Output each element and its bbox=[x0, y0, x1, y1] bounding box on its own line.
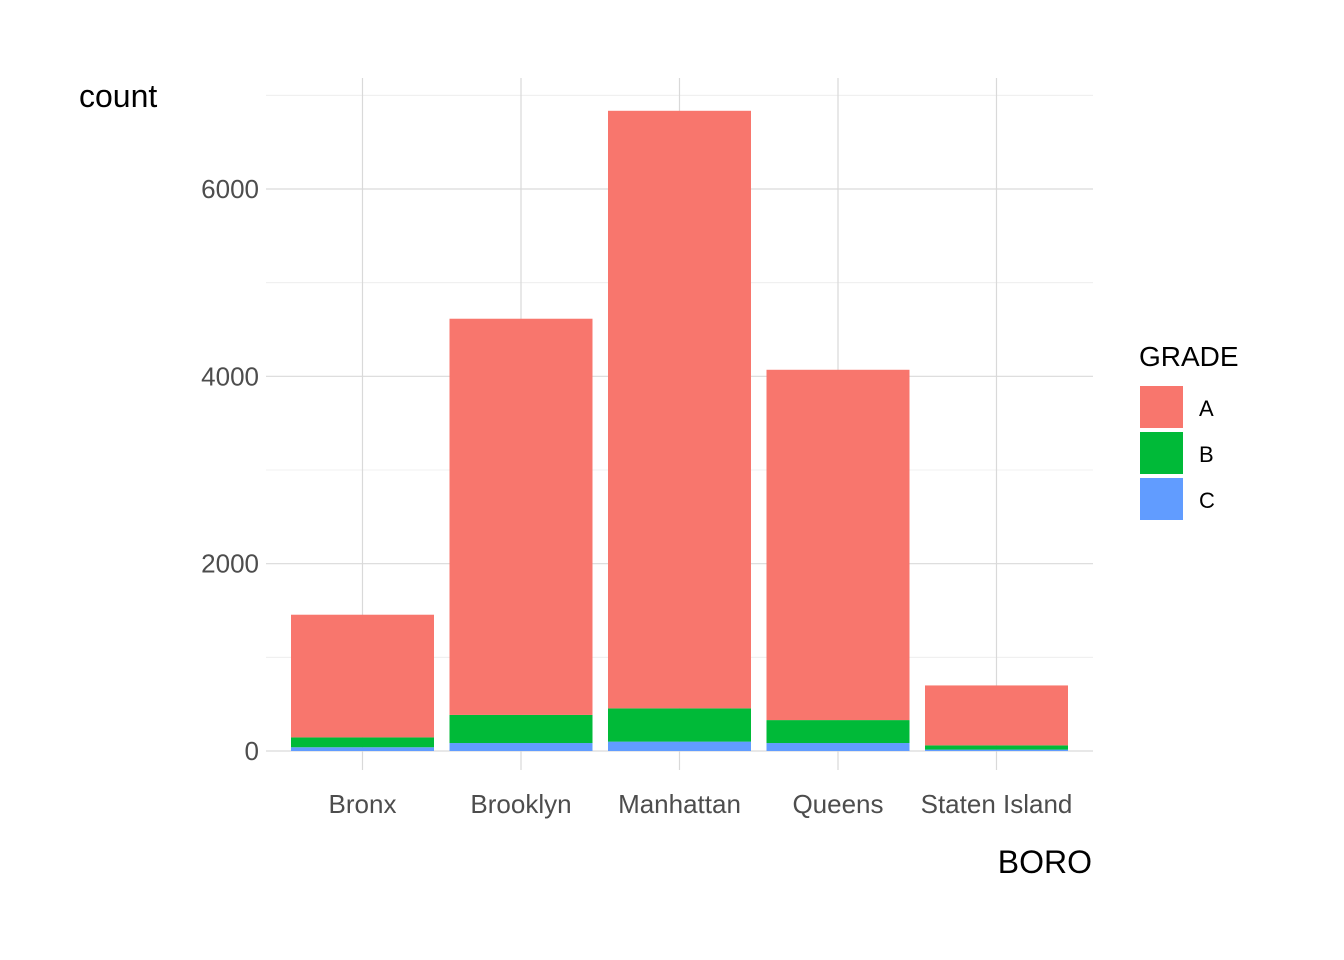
legend-key-a bbox=[1140, 386, 1183, 428]
bar-bronx-grade-b bbox=[291, 737, 434, 748]
bar-queens-grade-b bbox=[766, 720, 910, 744]
y-axis-ticks: 0 2000 4000 6000 bbox=[201, 174, 259, 766]
bar-staten-island-grade-a bbox=[925, 685, 1068, 746]
x-tick-label: Brooklyn bbox=[470, 789, 571, 819]
bar-manhattan-grade-b bbox=[608, 708, 751, 742]
legend-label-c: C bbox=[1199, 488, 1215, 513]
y-tick-label: 6000 bbox=[201, 174, 259, 204]
legend-key-c bbox=[1140, 478, 1183, 520]
legend-label-b: B bbox=[1199, 442, 1214, 467]
x-tick-label: Queens bbox=[792, 789, 883, 819]
x-tick-label: Manhattan bbox=[618, 789, 741, 819]
legend-label-a: A bbox=[1199, 396, 1214, 421]
legend-title: GRADE bbox=[1139, 341, 1239, 372]
bar-brooklyn-grade-c bbox=[449, 743, 593, 751]
bar-staten-island-grade-b bbox=[925, 745, 1068, 750]
y-tick-label: 4000 bbox=[201, 361, 259, 391]
bar-brooklyn-grade-a bbox=[449, 318, 593, 715]
legend-key-b bbox=[1140, 432, 1183, 474]
bar-manhattan-grade-a bbox=[608, 110, 751, 709]
bar-manhattan-grade-c bbox=[608, 741, 751, 751]
bars bbox=[291, 110, 1068, 751]
bar-bronx-grade-c bbox=[291, 747, 434, 751]
x-axis-ticks: Bronx Brooklyn Manhattan Queens Staten Islan… bbox=[329, 789, 1073, 819]
x-axis-title: BORO bbox=[998, 844, 1092, 880]
x-tick-label: Bronx bbox=[329, 789, 397, 819]
bar-bronx-grade-a bbox=[291, 614, 434, 738]
x-tick-label: Staten Island bbox=[921, 789, 1073, 819]
y-axis-title: count bbox=[79, 78, 157, 114]
bar-queens-grade-a bbox=[766, 369, 910, 721]
y-tick-label: 0 bbox=[245, 736, 259, 766]
bar-queens-grade-c bbox=[766, 743, 910, 751]
y-tick-label: 2000 bbox=[201, 549, 259, 579]
bar-brooklyn-grade-b bbox=[449, 714, 593, 744]
legend: GRADE ABC bbox=[1139, 341, 1239, 520]
bar-staten-island-grade-c bbox=[925, 749, 1068, 751]
